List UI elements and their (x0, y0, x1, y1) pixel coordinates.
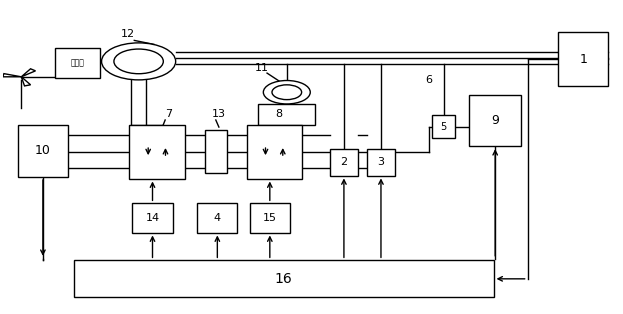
Bar (558, 32, 608, 86)
Bar (205, 130, 227, 173)
Text: 5: 5 (440, 122, 447, 132)
Bar (432, 115, 455, 138)
Bar (250, 203, 290, 233)
Text: 14: 14 (145, 213, 159, 223)
Bar (247, 125, 302, 179)
Bar (469, 95, 521, 146)
Text: 13: 13 (212, 109, 226, 119)
Circle shape (264, 80, 310, 104)
Bar (133, 203, 173, 233)
Bar (130, 125, 185, 179)
Text: 7: 7 (164, 109, 172, 119)
Circle shape (114, 49, 163, 74)
Text: 12: 12 (121, 29, 135, 39)
Text: 8: 8 (275, 109, 282, 119)
Circle shape (272, 85, 302, 100)
Bar (18, 125, 68, 177)
Polygon shape (2, 74, 21, 77)
Polygon shape (21, 77, 31, 86)
Bar (55, 47, 100, 78)
Text: 3: 3 (378, 157, 384, 167)
Bar (74, 260, 493, 297)
Bar (330, 149, 358, 176)
Bar (259, 104, 315, 125)
Text: 6: 6 (426, 75, 432, 85)
Text: 9: 9 (492, 114, 499, 127)
Circle shape (102, 43, 176, 80)
Text: 11: 11 (255, 62, 269, 73)
Text: 15: 15 (263, 213, 277, 223)
Polygon shape (21, 69, 36, 77)
Bar (367, 149, 395, 176)
Text: 1: 1 (579, 52, 587, 66)
Text: 4: 4 (214, 213, 221, 223)
Bar (197, 203, 237, 233)
Text: 10: 10 (35, 144, 51, 157)
Text: 16: 16 (275, 272, 293, 286)
Text: 2: 2 (340, 157, 348, 167)
Text: 齿轮筱: 齿轮筱 (70, 58, 85, 68)
